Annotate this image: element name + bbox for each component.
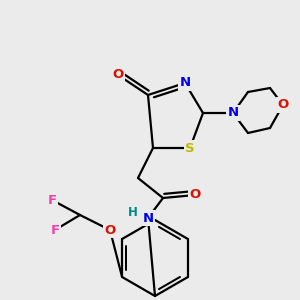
Text: N: N [142, 212, 154, 224]
Text: O: O [112, 68, 124, 82]
Text: N: N [227, 106, 239, 119]
Text: O: O [104, 224, 116, 236]
Text: F: F [50, 224, 60, 236]
Text: F: F [47, 194, 57, 206]
Text: H: H [128, 206, 138, 220]
Text: O: O [189, 188, 201, 202]
Text: S: S [185, 142, 195, 154]
Text: O: O [278, 98, 289, 112]
Text: N: N [179, 76, 191, 89]
